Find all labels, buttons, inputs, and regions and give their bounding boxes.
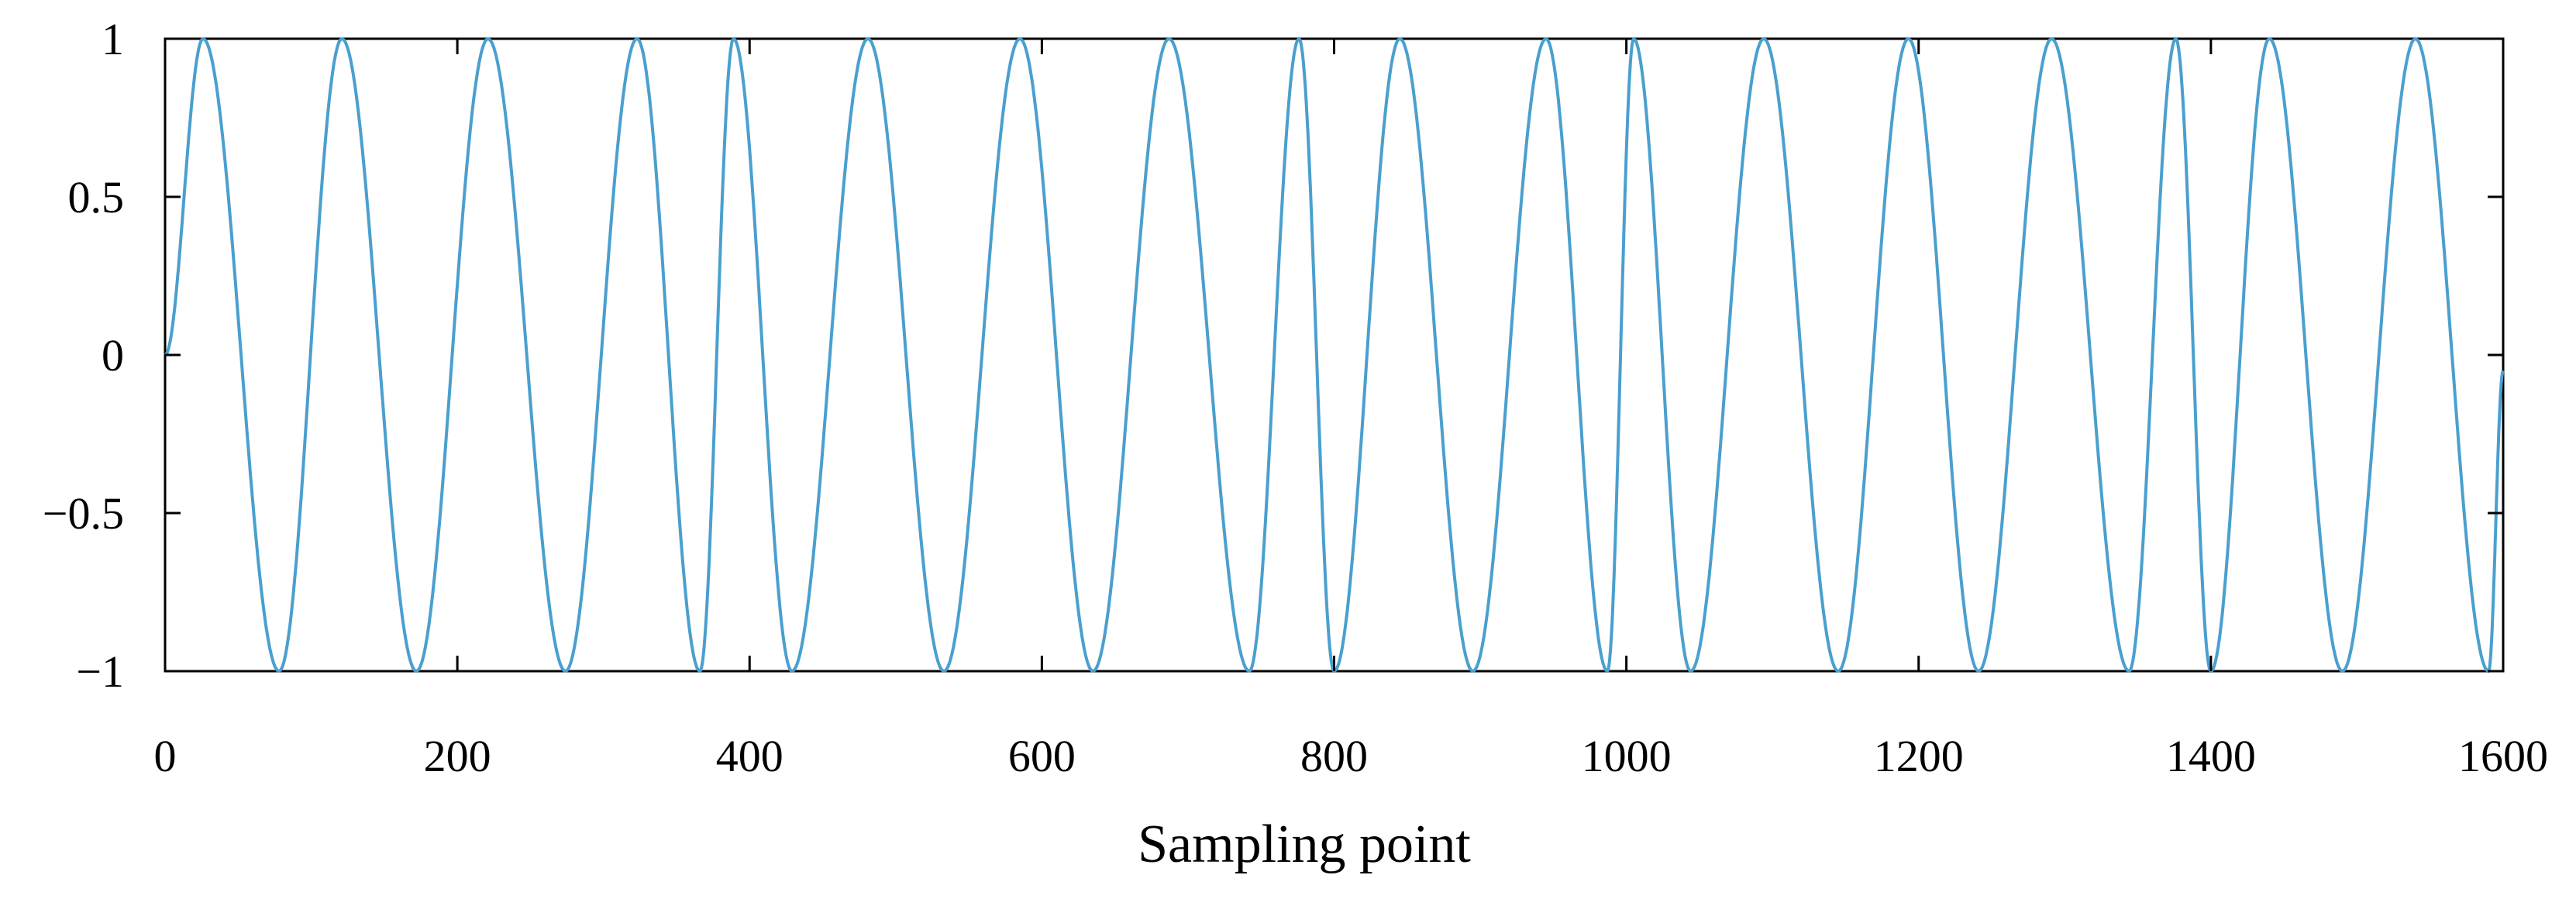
x-tick-label: 600 (1008, 731, 1076, 781)
x-tick-label: 1200 (1874, 731, 1964, 781)
x-tick-label: 0 (154, 731, 177, 781)
series-line (164, 37, 2505, 673)
y-tick-label: 1 (102, 14, 124, 64)
y-axis: 1 0.5 0 −0.5 −1 (43, 14, 2503, 697)
x-tick-label: 1000 (1582, 731, 1672, 781)
x-tick-label: 800 (1300, 731, 1368, 781)
x-tick-label: 200 (424, 731, 491, 781)
x-tick-label: 1400 (2166, 731, 2256, 781)
y-tick-label: 0.5 (68, 172, 125, 222)
plot-area (164, 37, 2505, 673)
x-axis: 0 200 400 600 800 1000 1200 1400 1600 (154, 39, 2548, 781)
x-tick-label: 1600 (2458, 731, 2548, 781)
y-tick-label: 0 (102, 330, 124, 381)
y-tick-label: −0.5 (43, 488, 124, 539)
y-tick-label: −1 (76, 646, 124, 697)
x-tick-label: 400 (716, 731, 783, 781)
x-axis-title: Sampling point (1138, 815, 1471, 874)
